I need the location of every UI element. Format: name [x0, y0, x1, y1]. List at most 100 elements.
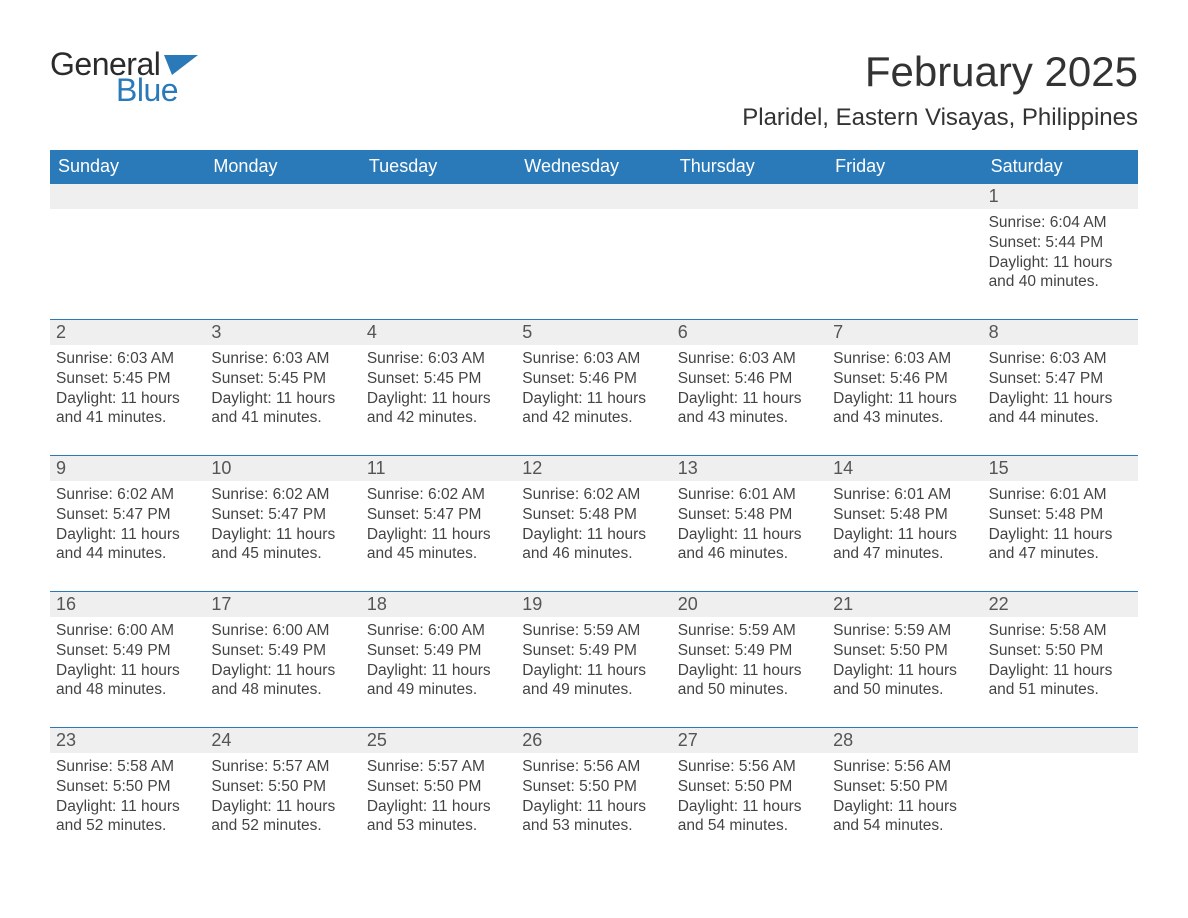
daylight-text: Daylight: 11 hours and 45 minutes.	[367, 525, 510, 565]
sunrise-text: Sunrise: 6:02 AM	[522, 485, 665, 505]
daylight-text: Daylight: 11 hours and 53 minutes.	[522, 797, 665, 837]
day-number: 21	[827, 592, 982, 617]
day-number	[205, 184, 360, 209]
daylight-text: Daylight: 11 hours and 52 minutes.	[56, 797, 199, 837]
day-number: 17	[205, 592, 360, 617]
day-number: 24	[205, 728, 360, 753]
title-block: February 2025 Plaridel, Eastern Visayas,…	[742, 48, 1138, 132]
day-cell: Sunrise: 6:02 AMSunset: 5:47 PMDaylight:…	[50, 481, 205, 577]
sunrise-text: Sunrise: 5:59 AM	[522, 621, 665, 641]
sunset-text: Sunset: 5:48 PM	[989, 505, 1132, 525]
daylight-text: Daylight: 11 hours and 52 minutes.	[211, 797, 354, 837]
sunrise-text: Sunrise: 5:56 AM	[678, 757, 821, 777]
day-number-row: 2345678	[50, 319, 1138, 345]
logo: General Blue	[50, 48, 198, 106]
day-cell	[205, 209, 360, 305]
sunset-text: Sunset: 5:47 PM	[989, 369, 1132, 389]
day-cell: Sunrise: 6:00 AMSunset: 5:49 PMDaylight:…	[205, 617, 360, 713]
day-number: 22	[983, 592, 1138, 617]
sunset-text: Sunset: 5:50 PM	[678, 777, 821, 797]
day-number: 20	[672, 592, 827, 617]
day-number-row: 16171819202122	[50, 591, 1138, 617]
sunrise-text: Sunrise: 6:03 AM	[989, 349, 1132, 369]
day-number: 10	[205, 456, 360, 481]
day-cell: Sunrise: 6:03 AMSunset: 5:46 PMDaylight:…	[827, 345, 982, 441]
day-cell: Sunrise: 6:03 AMSunset: 5:46 PMDaylight:…	[672, 345, 827, 441]
day-number: 19	[516, 592, 671, 617]
day-cell: Sunrise: 6:03 AMSunset: 5:46 PMDaylight:…	[516, 345, 671, 441]
sunrise-text: Sunrise: 5:56 AM	[833, 757, 976, 777]
daylight-text: Daylight: 11 hours and 45 minutes.	[211, 525, 354, 565]
month-title: February 2025	[742, 48, 1138, 96]
daylight-text: Daylight: 11 hours and 50 minutes.	[833, 661, 976, 701]
sunset-text: Sunset: 5:46 PM	[522, 369, 665, 389]
day-number: 4	[361, 320, 516, 345]
sunset-text: Sunset: 5:50 PM	[211, 777, 354, 797]
day-number: 3	[205, 320, 360, 345]
weekday-label: Sunday	[50, 150, 205, 183]
day-number: 1	[983, 184, 1138, 209]
day-number: 8	[983, 320, 1138, 345]
daylight-text: Daylight: 11 hours and 54 minutes.	[833, 797, 976, 837]
day-cell: Sunrise: 6:03 AMSunset: 5:47 PMDaylight:…	[983, 345, 1138, 441]
sunset-text: Sunset: 5:49 PM	[367, 641, 510, 661]
sunrise-text: Sunrise: 5:59 AM	[678, 621, 821, 641]
sunset-text: Sunset: 5:45 PM	[211, 369, 354, 389]
day-number: 11	[361, 456, 516, 481]
sunset-text: Sunset: 5:44 PM	[989, 233, 1132, 253]
day-number: 7	[827, 320, 982, 345]
daylight-text: Daylight: 11 hours and 43 minutes.	[833, 389, 976, 429]
sunrise-text: Sunrise: 6:03 AM	[522, 349, 665, 369]
sunset-text: Sunset: 5:45 PM	[56, 369, 199, 389]
header: General Blue February 2025 Plaridel, Eas…	[50, 48, 1138, 132]
day-number	[516, 184, 671, 209]
calendar: Sunday Monday Tuesday Wednesday Thursday…	[50, 150, 1138, 849]
weekday-label: Thursday	[672, 150, 827, 183]
day-number: 12	[516, 456, 671, 481]
daylight-text: Daylight: 11 hours and 51 minutes.	[989, 661, 1132, 701]
day-number-row: 232425262728	[50, 727, 1138, 753]
day-cell: Sunrise: 6:02 AMSunset: 5:47 PMDaylight:…	[361, 481, 516, 577]
day-number: 15	[983, 456, 1138, 481]
day-number	[827, 184, 982, 209]
day-cell: Sunrise: 6:03 AMSunset: 5:45 PMDaylight:…	[50, 345, 205, 441]
day-number: 2	[50, 320, 205, 345]
daylight-text: Daylight: 11 hours and 41 minutes.	[56, 389, 199, 429]
sunset-text: Sunset: 5:50 PM	[522, 777, 665, 797]
sunrise-text: Sunrise: 5:57 AM	[367, 757, 510, 777]
daylight-text: Daylight: 11 hours and 47 minutes.	[989, 525, 1132, 565]
calendar-week: 232425262728Sunrise: 5:58 AMSunset: 5:50…	[50, 727, 1138, 849]
day-cell: Sunrise: 5:58 AMSunset: 5:50 PMDaylight:…	[983, 617, 1138, 713]
sunset-text: Sunset: 5:49 PM	[522, 641, 665, 661]
sunset-text: Sunset: 5:49 PM	[678, 641, 821, 661]
day-cell: Sunrise: 6:03 AMSunset: 5:45 PMDaylight:…	[205, 345, 360, 441]
daylight-text: Daylight: 11 hours and 53 minutes.	[367, 797, 510, 837]
sunset-text: Sunset: 5:46 PM	[833, 369, 976, 389]
sunset-text: Sunset: 5:49 PM	[56, 641, 199, 661]
day-number: 27	[672, 728, 827, 753]
sunrise-text: Sunrise: 6:01 AM	[678, 485, 821, 505]
day-number: 18	[361, 592, 516, 617]
sunset-text: Sunset: 5:48 PM	[522, 505, 665, 525]
sunrise-text: Sunrise: 6:02 AM	[367, 485, 510, 505]
daylight-text: Daylight: 11 hours and 48 minutes.	[56, 661, 199, 701]
day-cell: Sunrise: 6:02 AMSunset: 5:47 PMDaylight:…	[205, 481, 360, 577]
logo-flag-icon	[164, 55, 198, 75]
sunrise-text: Sunrise: 6:03 AM	[833, 349, 976, 369]
sunset-text: Sunset: 5:50 PM	[367, 777, 510, 797]
daylight-text: Daylight: 11 hours and 49 minutes.	[367, 661, 510, 701]
day-number	[361, 184, 516, 209]
weekday-label: Wednesday	[516, 150, 671, 183]
day-cell: Sunrise: 5:59 AMSunset: 5:49 PMDaylight:…	[672, 617, 827, 713]
day-cell: Sunrise: 5:57 AMSunset: 5:50 PMDaylight:…	[361, 753, 516, 849]
day-number: 25	[361, 728, 516, 753]
day-cell: Sunrise: 6:02 AMSunset: 5:48 PMDaylight:…	[516, 481, 671, 577]
day-number: 28	[827, 728, 982, 753]
sunrise-text: Sunrise: 6:03 AM	[211, 349, 354, 369]
sunrise-text: Sunrise: 6:03 AM	[56, 349, 199, 369]
sunrise-text: Sunrise: 6:01 AM	[833, 485, 976, 505]
daylight-text: Daylight: 11 hours and 49 minutes.	[522, 661, 665, 701]
sunrise-text: Sunrise: 6:00 AM	[211, 621, 354, 641]
daylight-text: Daylight: 11 hours and 42 minutes.	[522, 389, 665, 429]
sunset-text: Sunset: 5:47 PM	[56, 505, 199, 525]
